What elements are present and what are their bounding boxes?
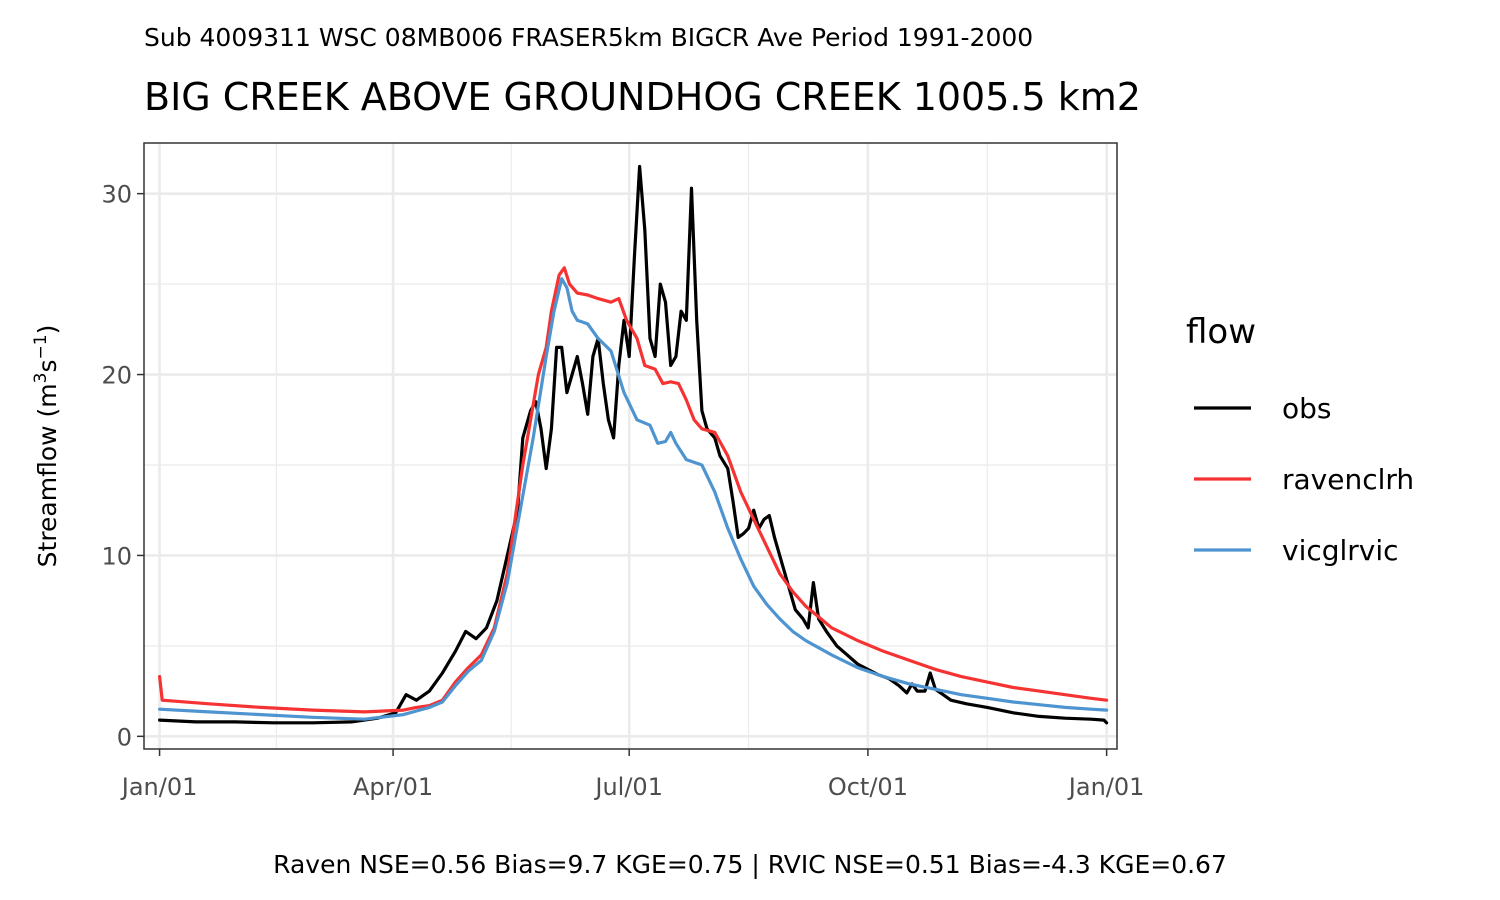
legend-label-ravenclrh: ravenclrh (1282, 463, 1414, 496)
legend-label-obs: obs (1282, 392, 1332, 425)
x-tick-label: Jan/01 (120, 773, 198, 801)
x-tick-label: Jan/01 (1067, 773, 1145, 801)
legend: flow obs ravenclrh vicglrvic (1186, 312, 1414, 567)
y-tick-label: 0 (117, 723, 132, 751)
x-axis: Jan/01 Apr/01 Jul/01 Oct/01 Jan/01 (120, 749, 1145, 801)
y-axis-title-sup1: 3 (31, 373, 51, 384)
grid-major (144, 143, 1117, 749)
plot-border (143, 142, 1118, 750)
chart-subtitle: Sub 4009311 WSC 08MB006 FRASER5km BIGCR … (144, 23, 1033, 52)
y-tick-label: 20 (101, 362, 132, 390)
y-axis-title-sup2: −1 (31, 334, 51, 359)
legend-items: obs ravenclrh vicglrvic (1194, 392, 1414, 567)
y-tick-label: 30 (101, 181, 132, 209)
chart-title: BIG CREEK ABOVE GROUNDHOG CREEK 1005.5 k… (144, 75, 1141, 119)
series-line-obs (158, 164, 1109, 725)
x-tick-label: Oct/01 (828, 773, 908, 801)
x-tick-label: Jul/01 (593, 773, 663, 801)
chart-caption: Raven NSE=0.56 Bias=9.7 KGE=0.75 | RVIC … (273, 850, 1227, 879)
y-axis-title-mid: s (33, 359, 62, 372)
series-lines (158, 164, 1109, 725)
series-line-ravenclrh (158, 266, 1109, 714)
y-tick-label: 10 (101, 542, 132, 570)
y-axis-title-end: ) (33, 325, 62, 335)
x-tick-label: Apr/01 (353, 773, 433, 801)
y-axis: 0 10 20 30 (101, 181, 144, 751)
y-axis-title: Streamflow (m3s−1) (31, 325, 62, 568)
series-line-vicglrvic (158, 277, 1109, 721)
legend-label-vicglrvic: vicglrvic (1282, 534, 1399, 567)
legend-title: flow (1186, 312, 1256, 352)
plot-area (143, 142, 1118, 750)
